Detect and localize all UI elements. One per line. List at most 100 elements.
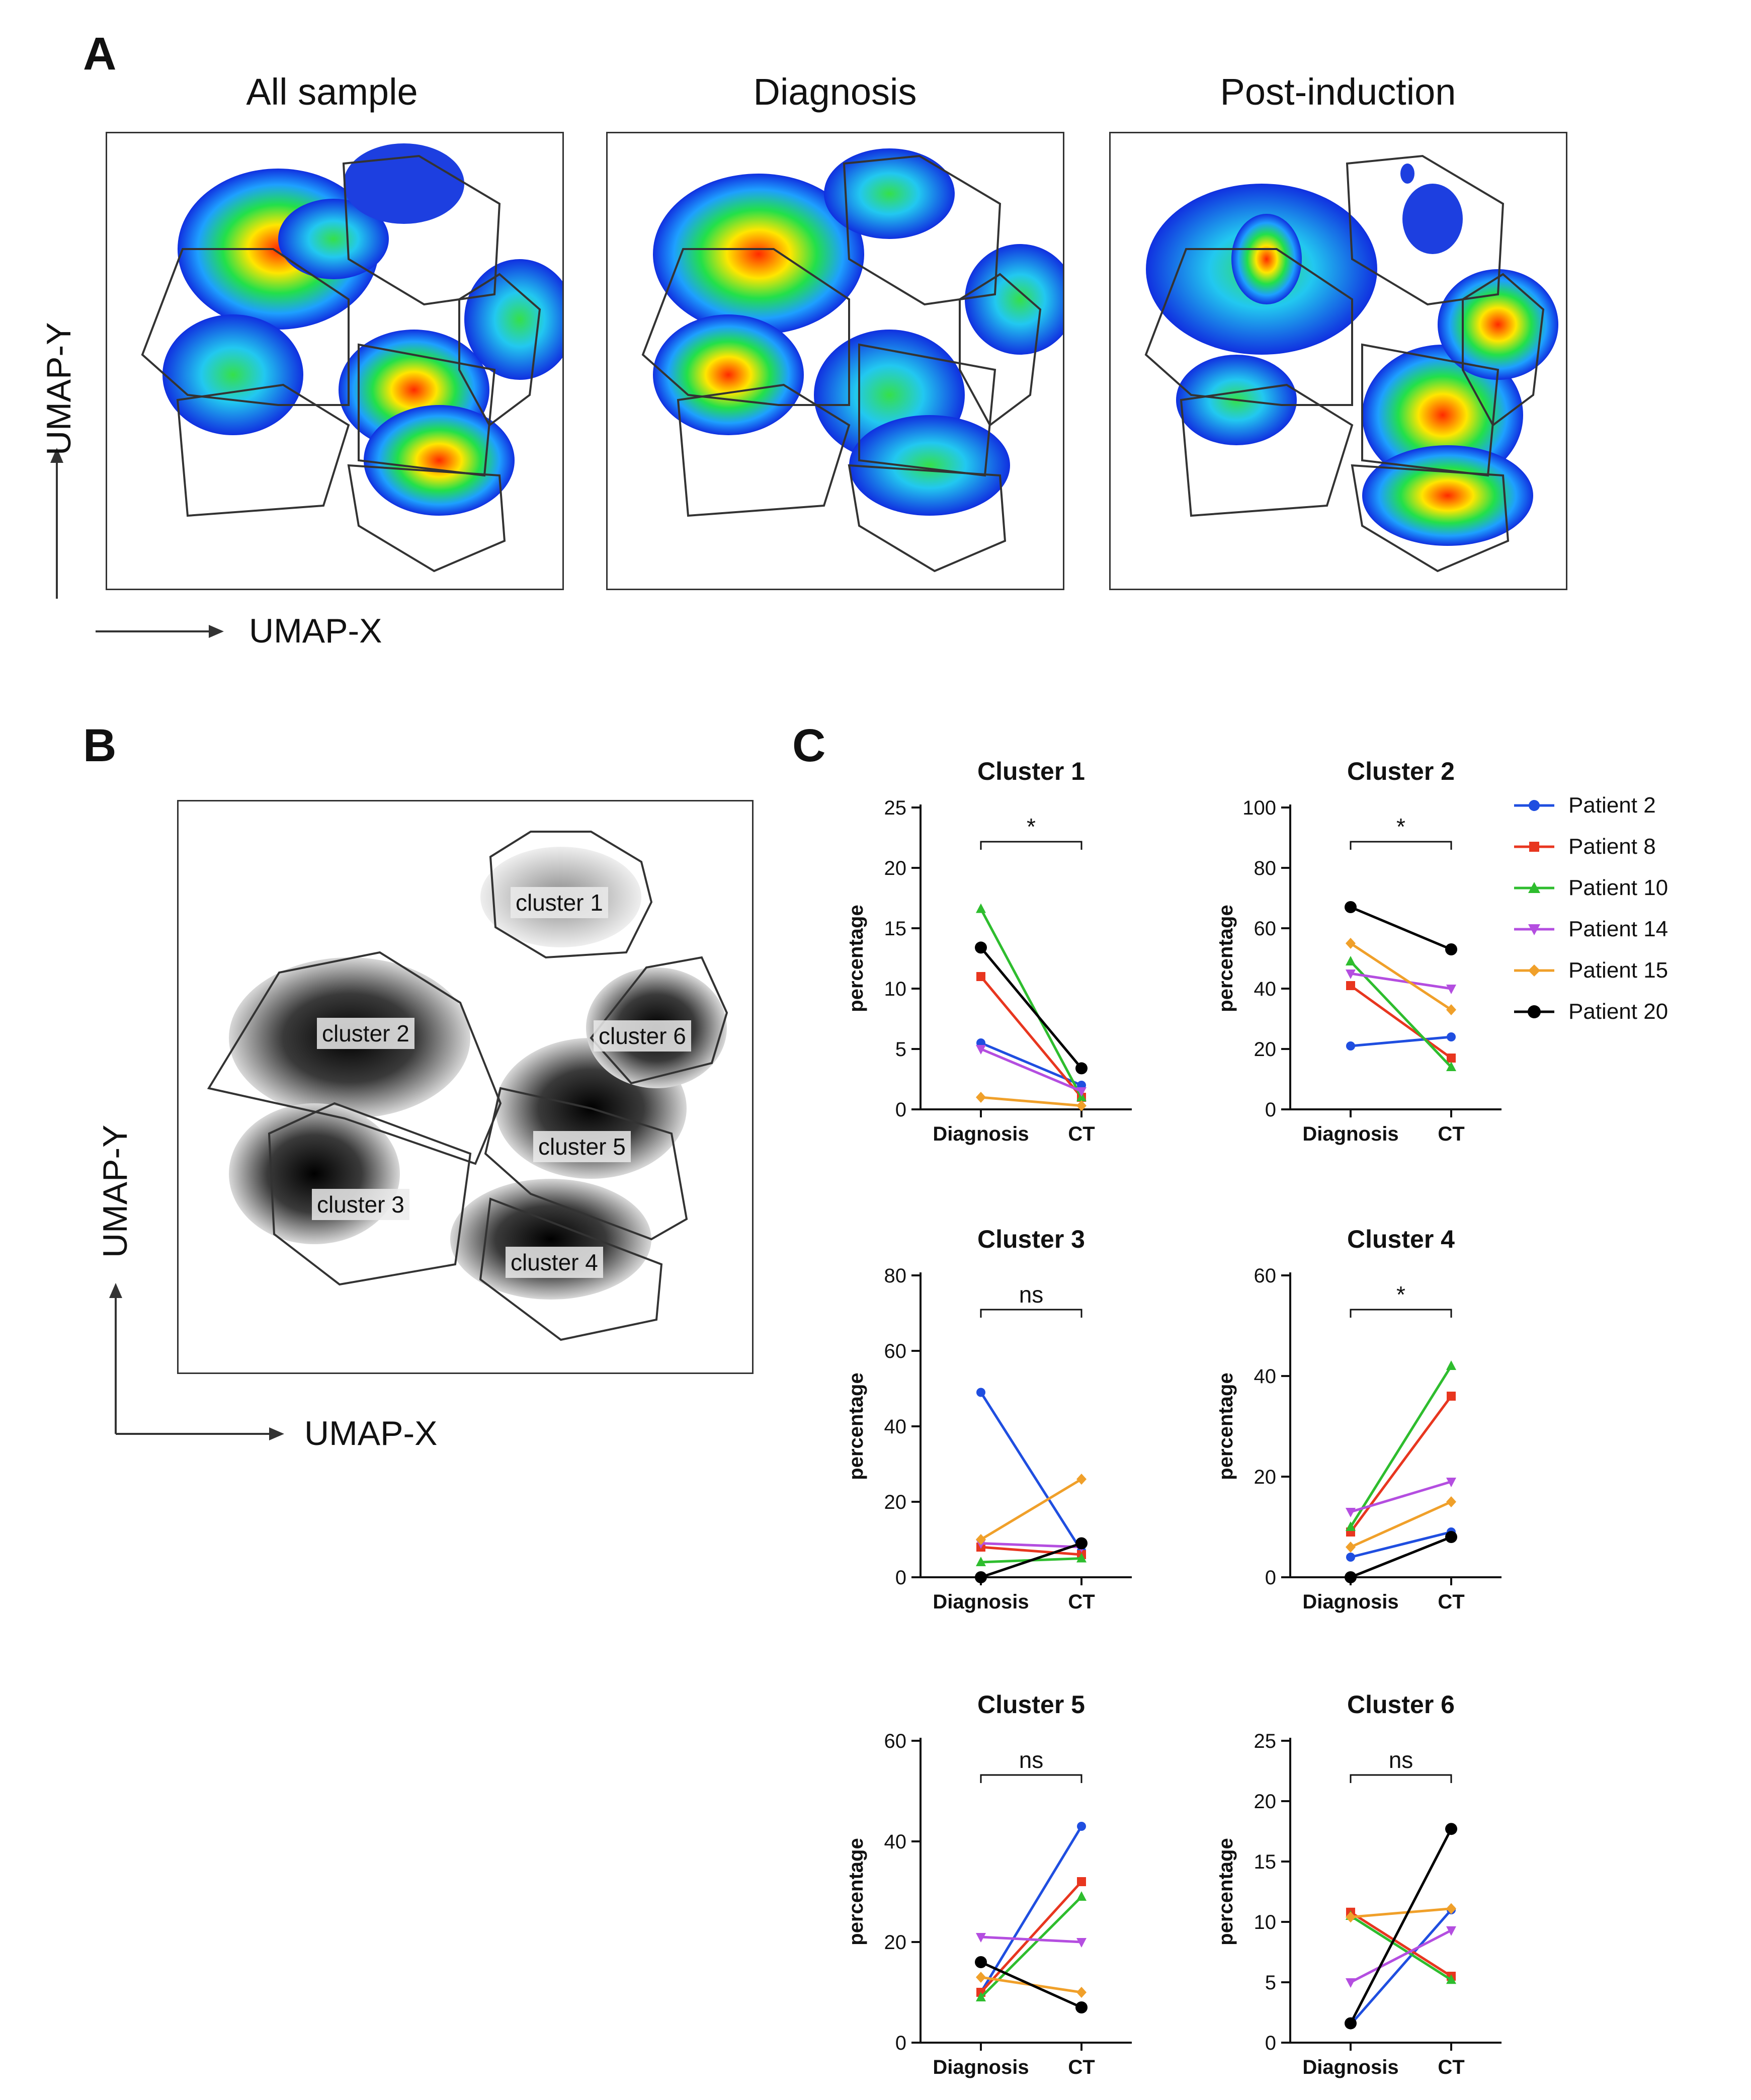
cluster-4-patient-20-point-ct [1445, 1531, 1457, 1543]
cluster-3-patient-20-line [980, 1542, 1082, 1579]
cluster-6-y-tick-label: 5 [1265, 1972, 1276, 1994]
legend-item-patient-20: Patient 20 [1514, 991, 1668, 1032]
panel-b-axis-arrows [109, 1283, 284, 1440]
cluster-4-patient-14-point-ct [1446, 1478, 1456, 1487]
cluster-2-patient-14-point-ct [1446, 985, 1456, 994]
cluster-6-patient-14-line [1350, 1929, 1452, 1984]
umap-plot-post-induction [1109, 132, 1567, 590]
cluster-6-patient-2-line [1350, 1909, 1452, 2026]
cluster-6-patient-10-line [1350, 1914, 1452, 1981]
cluster-1-patient-20-line [980, 946, 1082, 1070]
cluster-3-patient-20-point-diagnosis [975, 1571, 987, 1583]
cluster-3-patient-14-line [980, 1542, 1082, 1549]
cluster-5-patient-8-line [980, 1881, 1082, 1993]
cluster-5-significance-bracket [980, 1774, 1082, 1783]
cluster-2-patient-10-point-ct [1446, 1062, 1456, 1071]
cluster-3-y-tick-label: 80 [884, 1265, 907, 1287]
cluster-1-patient-15-line [980, 1096, 1082, 1107]
cluster-3-y-tick-label: 20 [884, 1491, 907, 1513]
cluster-6-patient-20-point-ct [1445, 1823, 1457, 1835]
cluster-4-patient-10-point-diagnosis [1346, 1521, 1356, 1531]
cluster-4-patient-14-line [1350, 1480, 1452, 1513]
cluster-label-1: cluster 1 [511, 887, 608, 918]
cluster-4-y-tick-label: 40 [1254, 1365, 1277, 1388]
cluster-4-x-tick-label: CT [1438, 1591, 1464, 1613]
cluster-4-patient-10-point-ct [1446, 1360, 1456, 1370]
panel-b-x-axis-label: UMAP-X [304, 1414, 438, 1452]
cluster-5-y-tick-label: 40 [884, 1831, 907, 1853]
cluster-1-y-tick-label: 10 [884, 978, 907, 1000]
cluster-6-patient-14-point-ct [1446, 1926, 1456, 1936]
cluster-4-y-label: percentage [1215, 1372, 1237, 1480]
cluster-6-patient-14-point-diagnosis [1346, 1978, 1356, 1988]
legend-item-patient-14: Patient 14 [1514, 909, 1668, 950]
legend-marker-patient-14 [1514, 924, 1554, 935]
cluster-2-y-tick-label: 40 [1254, 978, 1277, 1000]
cluster-4-significance-label: * [1396, 1281, 1405, 1308]
cluster-5-x-tick-label: CT [1068, 2056, 1095, 2078]
panel-a-axis-arrows [50, 448, 224, 638]
cluster-4-y-tick-label: 0 [1265, 1567, 1276, 1589]
cluster-1-patient-20-point-ct [1075, 1062, 1088, 1075]
cluster-5-patient-10-point-diagnosis [976, 1992, 986, 2001]
cluster-1-patient-20-point-diagnosis [975, 941, 987, 954]
cluster-1-patient-15-point-ct [1076, 1100, 1087, 1111]
panel-a-label: A [83, 28, 117, 79]
cluster-2-patient-2-point-ct [1447, 1032, 1456, 1041]
cluster-6-y-tick-label: 20 [1254, 1791, 1277, 1813]
umap-title-all-sample: All sample [246, 71, 418, 113]
cluster-3-patient-20-point-ct [1075, 1537, 1088, 1550]
legend-marker-patient-8 [1514, 842, 1554, 852]
cluster-6-significance-label: ns [1389, 1747, 1413, 1773]
cluster-4-patient-20-line [1350, 1536, 1452, 1579]
cluster-4-patient-2-line [1350, 1530, 1452, 1559]
cluster-5-y-label: percentage [845, 1838, 867, 1945]
cluster-3-patient-10-point-ct [1076, 1553, 1087, 1563]
cluster-4-patient-15-point-diagnosis [1346, 1542, 1356, 1553]
cluster-5-patient-2-point-ct [1077, 1822, 1086, 1831]
cluster-1-patient-8-point-diagnosis [976, 972, 985, 981]
panel-b-label: B [83, 720, 117, 771]
cluster-4-patient-15-line [1350, 1500, 1452, 1549]
cluster-2-patient-14-point-diagnosis [1346, 970, 1356, 979]
panel-a-x-axis-label: UMAP-X [249, 612, 382, 650]
cluster-5-patient-15-point-ct [1076, 1987, 1087, 1998]
cluster-label-2: cluster 2 [317, 1018, 414, 1049]
cluster-1-patient-14-line [980, 1047, 1082, 1093]
cluster-3-significance-label: ns [1019, 1281, 1044, 1308]
cluster-1-y-tick-label: 25 [884, 797, 907, 819]
legend-label: Patient 15 [1568, 958, 1669, 983]
cluster-3-patient-8-line [980, 1546, 1082, 1556]
umap-heatmap-post-induction [1144, 154, 1558, 573]
cluster-2-significance-bracket [1350, 841, 1452, 850]
cluster-2-patient-20-point-ct [1445, 943, 1457, 955]
cluster-1-y-tick-label: 15 [884, 918, 907, 940]
cluster-5-patient-14-point-ct [1076, 1938, 1087, 1948]
chart-legend: Patient 2 Patient 8 Patient 10 Patient 1… [1514, 785, 1668, 1032]
cluster-1-significance-bracket [980, 841, 1082, 850]
cluster-1-patient-14-point-diagnosis [976, 1045, 986, 1055]
cluster-2-patient-20-point-diagnosis [1345, 901, 1357, 913]
cluster-6-y-tick-label: 10 [1254, 1911, 1277, 1933]
cluster-4-patient-15-point-ct [1446, 1496, 1456, 1507]
cluster-6-patient-15-line [1350, 1907, 1452, 1918]
cluster-1-y-tick-label: 5 [895, 1038, 906, 1061]
cluster-5-significance-label: ns [1019, 1747, 1044, 1773]
cluster-5-patient-20-point-ct [1075, 2001, 1088, 2013]
cluster-2-x-tick-label: Diagnosis [1302, 1123, 1398, 1145]
cluster-3-x-tick-label: CT [1068, 1591, 1095, 1613]
legend-label: Patient 2 [1568, 793, 1656, 818]
cluster-3-x-tick-label: Diagnosis [933, 1591, 1029, 1613]
cluster-5-y-tick-label: 60 [884, 1730, 907, 1752]
cluster-3-patient-10-point-diagnosis [976, 1557, 986, 1566]
cluster-label-3: cluster 3 [312, 1189, 409, 1220]
cluster-3-patient-15-point-ct [1076, 1474, 1087, 1485]
umap-heatmap-diagnosis [641, 148, 1063, 573]
cluster-1-y-label: percentage [845, 905, 867, 1012]
legend-item-patient-2: Patient 2 [1514, 785, 1668, 826]
cluster-1-title: Cluster 1 [977, 757, 1085, 785]
cluster-3-y-tick-label: 40 [884, 1416, 907, 1438]
legend-label: Patient 14 [1568, 917, 1669, 941]
cluster-4-patient-8-point-ct [1447, 1392, 1456, 1401]
